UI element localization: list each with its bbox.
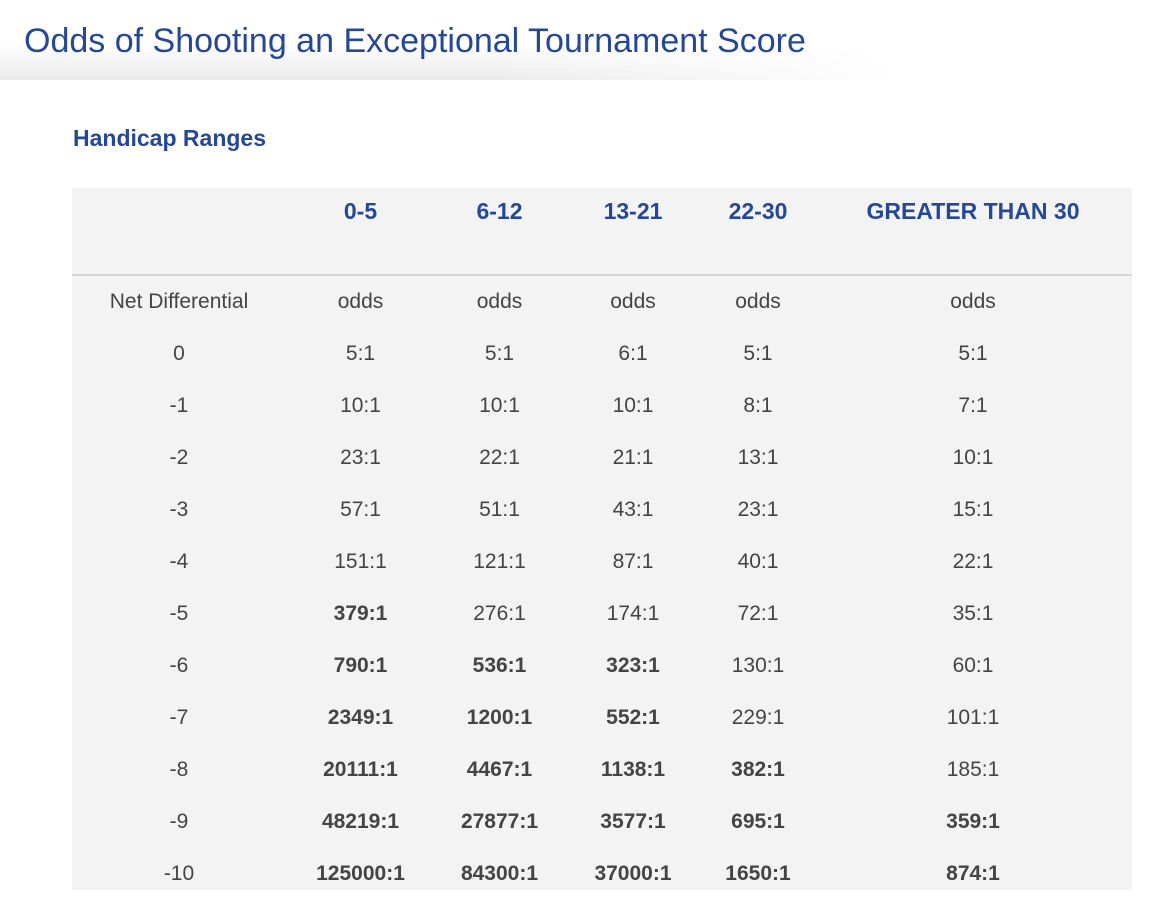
odds-cell: 536:1	[472, 654, 527, 677]
odds-cell: 151:1	[334, 550, 387, 573]
odds-cell: 790:1	[333, 654, 388, 677]
net-differential-cell: -4	[169, 550, 189, 573]
table-row: -1 10:1 10:1 10:1 8:1 7:1	[72, 380, 1132, 432]
odds-cell: 7:1	[958, 394, 988, 417]
odds-cell: 359:1	[946, 810, 1000, 833]
odds-cell: 22:1	[952, 550, 994, 573]
odds-cell: 229:1	[731, 706, 785, 729]
odds-cell: 6:1	[618, 342, 648, 365]
column-header-0-5: 0-5	[286, 188, 435, 276]
table-row: -2 23:1 22:1 21:1 13:1 10:1	[72, 432, 1132, 484]
odds-cell: 48219:1	[321, 810, 400, 833]
subheader-cell: odds	[735, 290, 781, 313]
subheader-cell: odds	[610, 290, 656, 313]
odds-cell: 2349:1	[327, 706, 394, 729]
odds-cell: 5:1	[484, 342, 515, 365]
odds-cell: 125000:1	[316, 862, 405, 885]
net-differential-cell: -9	[169, 810, 189, 833]
odds-cell: 1138:1	[600, 758, 666, 781]
net-differential-cell: -3	[169, 498, 189, 521]
subheader-cell: odds	[950, 290, 996, 313]
table-header-row: 0-5 6-12 13-21 22-30 GREATER THAN 30	[72, 188, 1132, 276]
subheader-cell: odds	[337, 290, 384, 313]
odds-cell: 27877:1	[460, 810, 539, 833]
column-header-greater-than-30: GREATER THAN 30	[814, 188, 1132, 276]
odds-cell: 22:1	[479, 446, 520, 469]
odds-cell: 695:1	[731, 810, 785, 833]
odds-table: 0-5 6-12 13-21 22-30 GREATER THAN 30 Net…	[72, 188, 1132, 900]
odds-cell: 84300:1	[460, 862, 539, 885]
net-differential-cell: -8	[169, 758, 189, 781]
net-differential-cell: -2	[169, 446, 189, 469]
column-header-6-12: 6-12	[435, 188, 564, 276]
odds-cell: 382:1	[731, 758, 785, 781]
table-row: -8 20111:1 4467:1 1138:1 382:1 185:1	[72, 744, 1132, 796]
odds-cell: 121:1	[473, 550, 526, 573]
odds-cell: 87:1	[612, 550, 654, 573]
subheader-cell: odds	[476, 290, 523, 313]
odds-cell: 20111:1	[323, 758, 398, 781]
odds-cell: 1650:1	[725, 862, 791, 885]
table-row: -7 2349:1 1200:1 552:1 229:1 101:1	[72, 692, 1132, 744]
odds-cell: 874:1	[946, 862, 1000, 885]
odds-cell: 5:1	[958, 342, 988, 365]
odds-cell: 552:1	[606, 706, 660, 729]
odds-cell: 10:1	[340, 394, 381, 417]
table-subheader-row: Net Differential odds odds odds odds odd…	[72, 275, 1132, 328]
odds-cell: 3577:1	[600, 810, 666, 833]
odds-cell: 5:1	[345, 342, 376, 365]
odds-cell: 174:1	[606, 602, 660, 625]
odds-cell: 35:1	[952, 602, 994, 625]
net-differential-cell: -7	[169, 706, 189, 729]
odds-cell: 57:1	[340, 498, 381, 521]
table-row: -4 151:1 121:1 87:1 40:1 22:1	[72, 536, 1132, 588]
odds-cell: 323:1	[606, 654, 660, 677]
column-header-22-30: 22-30	[702, 188, 814, 276]
column-header-corner	[72, 188, 286, 276]
table-row: -10 125000:1 84300:1 37000:1 1650:1 874:1	[72, 848, 1132, 900]
odds-cell: 43:1	[612, 498, 654, 521]
net-differential-cell: -5	[169, 602, 189, 625]
table-row: -6 790:1 536:1 323:1 130:1 60:1	[72, 640, 1132, 692]
odds-cell: 21:1	[612, 446, 654, 469]
odds-cell: 1200:1	[466, 706, 533, 729]
odds-cell: 10:1	[479, 394, 520, 417]
odds-cell: 15:1	[952, 498, 994, 521]
net-differential-cell: -6	[169, 654, 189, 677]
odds-table-container: 0-5 6-12 13-21 22-30 GREATER THAN 30 Net…	[72, 188, 1132, 890]
odds-cell: 130:1	[731, 654, 785, 677]
odds-cell: 379:1	[333, 602, 388, 625]
odds-cell: 10:1	[952, 446, 994, 469]
odds-cell: 185:1	[946, 758, 1000, 781]
net-differential-cell: -10	[163, 862, 195, 885]
title-band	[0, 0, 900, 80]
odds-cell: 37000:1	[594, 862, 672, 885]
odds-cell: 72:1	[737, 602, 779, 625]
subheader-cell: Net Differential	[109, 290, 249, 313]
section-heading: Handicap Ranges	[73, 125, 266, 151]
table-row: -9 48219:1 27877:1 3577:1 695:1 359:1	[72, 796, 1132, 848]
odds-cell: 8:1	[743, 394, 773, 417]
odds-cell: 23:1	[340, 446, 381, 469]
odds-cell: 51:1	[479, 498, 520, 521]
net-differential-cell: 0	[173, 342, 185, 365]
odds-cell: 5:1	[743, 342, 773, 365]
odds-cell: 60:1	[952, 654, 994, 677]
net-differential-cell: -1	[169, 394, 189, 417]
odds-cell: 13:1	[737, 446, 779, 469]
odds-cell: 276:1	[473, 602, 526, 625]
page-title: Odds of Shooting an Exceptional Tourname…	[24, 22, 806, 60]
odds-cell: 101:1	[946, 706, 1000, 729]
table-row: -5 379:1 276:1 174:1 72:1 35:1	[72, 588, 1132, 640]
table-row: -3 57:1 51:1 43:1 23:1 15:1	[72, 484, 1132, 536]
odds-cell: 10:1	[612, 394, 654, 417]
odds-cell: 23:1	[737, 498, 779, 521]
table-row: 0 5:1 5:1 6:1 5:1 5:1	[72, 328, 1132, 380]
odds-cell: 40:1	[737, 550, 779, 573]
odds-cell: 4467:1	[466, 758, 533, 781]
column-header-13-21: 13-21	[564, 188, 702, 276]
